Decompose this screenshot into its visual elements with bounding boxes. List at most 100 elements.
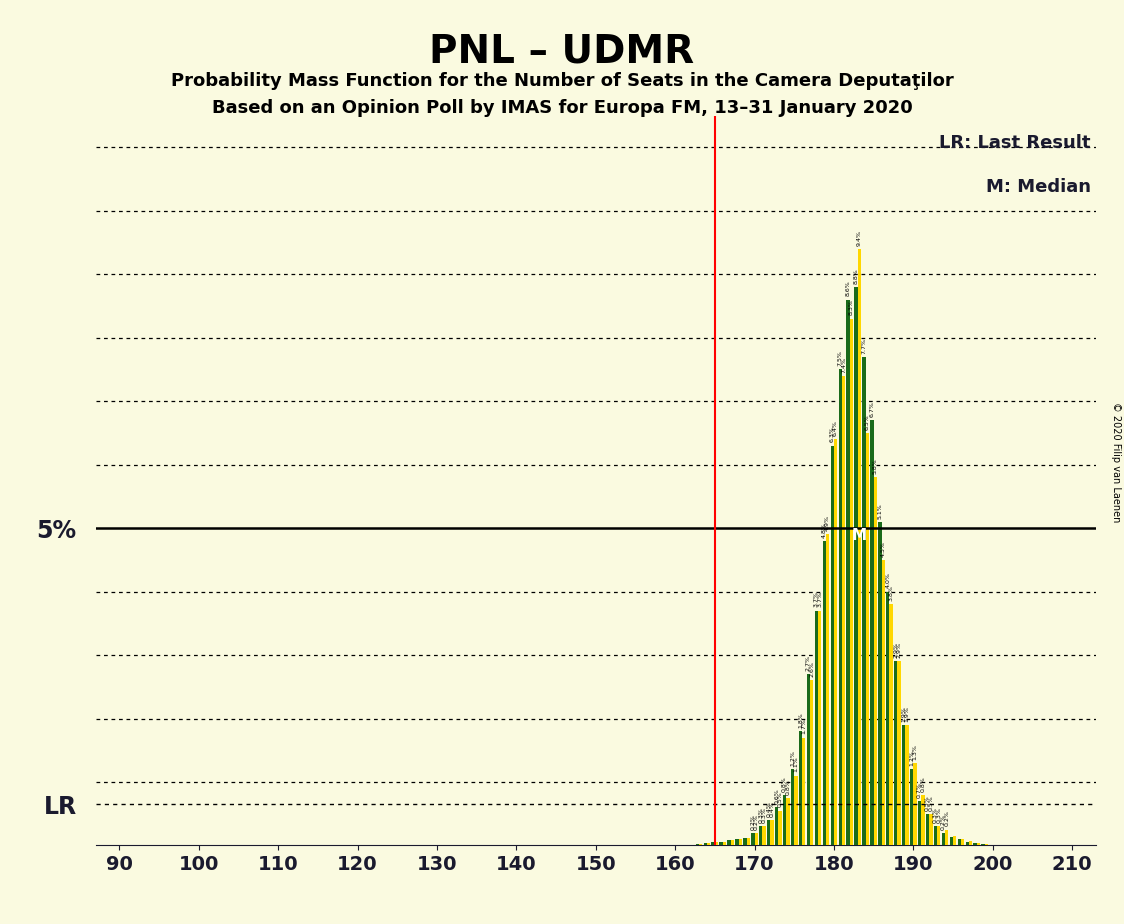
Text: 1.2%: 1.2%	[909, 750, 914, 766]
Bar	[727, 841, 731, 845]
Text: © 2020 Filip van Laenen: © 2020 Filip van Laenen	[1112, 402, 1121, 522]
Bar	[842, 376, 845, 845]
Text: 0.5%: 0.5%	[928, 795, 933, 810]
Bar	[759, 826, 762, 845]
Text: 4.5%: 4.5%	[881, 541, 886, 556]
Bar	[787, 797, 789, 845]
Text: 0.8%: 0.8%	[786, 779, 790, 795]
Bar	[881, 560, 885, 845]
Text: 0.2%: 0.2%	[754, 814, 759, 830]
Bar	[762, 826, 765, 845]
Text: Based on an Opinion Poll by IMAS for Europa FM, 13–31 January 2020: Based on an Opinion Poll by IMAS for Eur…	[211, 99, 913, 116]
Bar	[865, 432, 869, 845]
Bar	[743, 838, 746, 845]
Text: 1.9%: 1.9%	[901, 706, 906, 722]
Text: 1.9%: 1.9%	[905, 706, 909, 722]
Bar	[894, 662, 897, 845]
Bar	[918, 801, 922, 845]
Text: 7.4%: 7.4%	[841, 357, 846, 372]
Text: 4.9%: 4.9%	[825, 516, 831, 531]
Bar	[969, 841, 972, 845]
Bar	[973, 843, 977, 845]
Bar	[715, 843, 718, 845]
Bar	[810, 680, 814, 845]
Bar	[815, 611, 818, 845]
Bar	[854, 286, 858, 845]
Text: 0.3%: 0.3%	[933, 808, 937, 823]
Bar	[910, 770, 914, 845]
Text: 1.7%: 1.7%	[801, 719, 806, 735]
Bar	[704, 843, 707, 845]
Bar	[966, 842, 969, 845]
Bar	[767, 821, 770, 845]
Text: 0.6%: 0.6%	[774, 788, 779, 804]
Bar	[930, 814, 933, 845]
Bar	[897, 662, 900, 845]
Bar	[922, 795, 925, 845]
Bar	[699, 844, 702, 845]
Text: 6.3%: 6.3%	[830, 427, 835, 443]
Bar	[961, 839, 964, 845]
Bar	[723, 842, 726, 845]
Bar	[803, 737, 806, 845]
Text: 0.7%: 0.7%	[917, 782, 922, 797]
Bar	[873, 478, 877, 845]
Bar	[942, 833, 945, 845]
Text: 2.9%: 2.9%	[894, 642, 898, 658]
Text: 0.8%: 0.8%	[782, 776, 787, 792]
Bar	[870, 420, 873, 845]
Bar	[799, 731, 803, 845]
Bar	[696, 844, 699, 845]
Bar	[707, 843, 710, 845]
Text: 3.7%: 3.7%	[814, 591, 819, 607]
Bar	[831, 445, 834, 845]
Bar	[754, 833, 758, 845]
Bar	[735, 839, 738, 845]
Text: 1.2%: 1.2%	[790, 750, 795, 766]
Text: 6.7%: 6.7%	[870, 401, 874, 417]
Text: 1.1%: 1.1%	[794, 757, 798, 772]
Bar	[807, 675, 810, 845]
Text: 0.2%: 0.2%	[751, 814, 755, 830]
Bar	[839, 370, 842, 845]
Text: 4.8%: 4.8%	[822, 522, 827, 538]
Bar	[950, 837, 953, 845]
Text: 0.3%: 0.3%	[936, 808, 941, 823]
Text: 0.4%: 0.4%	[770, 801, 774, 817]
Text: Probability Mass Function for the Number of Seats in the Camera Deputaţilor: Probability Mass Function for the Number…	[171, 72, 953, 90]
Text: 0.5%: 0.5%	[778, 792, 782, 808]
Text: 0.3%: 0.3%	[762, 808, 767, 823]
Text: 0.2%: 0.2%	[941, 814, 946, 830]
Bar	[953, 836, 957, 845]
Text: 0.5%: 0.5%	[925, 795, 930, 810]
Text: 1.8%: 1.8%	[798, 712, 803, 728]
Bar	[858, 249, 861, 845]
Text: 8.8%: 8.8%	[853, 268, 859, 284]
Bar	[795, 775, 798, 845]
Text: 0.2%: 0.2%	[944, 810, 950, 826]
Bar	[886, 591, 889, 845]
Bar	[937, 826, 941, 845]
Text: 3.7%: 3.7%	[817, 591, 822, 607]
Text: 6.4%: 6.4%	[833, 420, 839, 436]
Text: 4.0%: 4.0%	[886, 573, 890, 589]
Bar	[958, 839, 961, 845]
Bar	[934, 826, 937, 845]
Bar	[751, 833, 754, 845]
Text: 8.3%: 8.3%	[849, 299, 854, 315]
Bar	[945, 830, 949, 845]
Bar	[746, 838, 750, 845]
Bar	[719, 842, 723, 845]
Text: 6.5%: 6.5%	[864, 414, 870, 430]
Text: 5.8%: 5.8%	[872, 458, 878, 474]
Bar	[818, 611, 822, 845]
Text: PNL – UDMR: PNL – UDMR	[429, 32, 695, 70]
Bar	[770, 821, 773, 845]
Text: 3.8%: 3.8%	[889, 585, 894, 602]
Bar	[889, 604, 892, 845]
Text: 7.5%: 7.5%	[837, 350, 843, 366]
Bar	[778, 810, 781, 845]
Bar	[862, 357, 865, 845]
Text: 0.8%: 0.8%	[921, 776, 925, 792]
Text: 2.7%: 2.7%	[806, 655, 810, 671]
